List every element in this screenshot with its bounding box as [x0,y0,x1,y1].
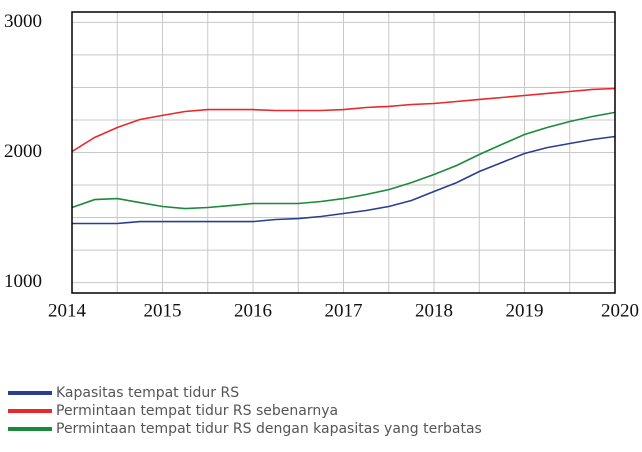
y-tick-label: 1000 [4,271,42,292]
series-line [72,135,616,225]
series-line [71,87,616,153]
y-tick-label: 2000 [4,141,42,162]
legend-label: Kapasitas tempat tidur RS [56,385,239,401]
labels: 1000 2000 3000 2014 2015 2016 2017 2018 2019 2020 [4,11,639,322]
x-tick-label: 2016 [234,300,272,321]
plot-frame [71,11,616,294]
y-tick-label: 3000 [4,11,42,32]
x-tick-label: 2014 [48,300,87,321]
x-tick-label: 2015 [144,300,182,321]
lines [71,87,616,225]
series-line [71,111,616,210]
x-tick-label: 2020 [601,300,639,321]
x-tick-label: 2019 [506,300,544,321]
grid [71,12,616,293]
x-tick-label: 2018 [415,300,453,321]
legend-label: Permintaan tempat tidur RS dengan kapasi… [56,421,482,437]
legend-label: Permintaan tempat tidur RS sebenarnya [56,403,338,419]
legend: Kapasitas tempat tidur RS Permintaan temp… [8,385,482,437]
x-tick-label: 2017 [325,300,363,321]
